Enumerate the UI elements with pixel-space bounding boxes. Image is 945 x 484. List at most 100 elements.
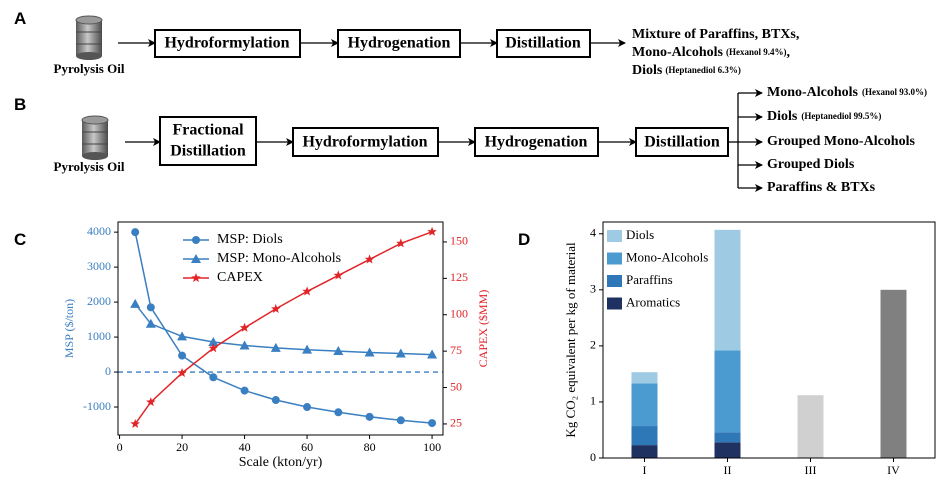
- legend-marker: [191, 273, 201, 282]
- legend-label: MSP: Mono-Alcohols: [217, 251, 341, 266]
- marker: [427, 349, 438, 359]
- bar-segment: [714, 442, 741, 458]
- y-tick-label: 3: [590, 282, 596, 296]
- marker: [396, 416, 405, 425]
- y2-tick-label: 125: [450, 270, 468, 284]
- y-tick-label: 4000: [87, 224, 111, 238]
- marker: [177, 368, 187, 377]
- product: Diols (Heptanediol 99.5%): [767, 109, 881, 124]
- x-tick-label: III: [805, 463, 817, 477]
- step-label: Distillation: [505, 35, 581, 52]
- x-tick-label: 60: [301, 440, 313, 454]
- legend-label: Aromatics: [626, 294, 680, 309]
- bar-segment: [631, 383, 658, 427]
- y2-tick-label: 75: [450, 343, 462, 357]
- step-label: Fractional: [172, 122, 244, 139]
- y-tick-label: -1000: [83, 399, 111, 413]
- step-box: [159, 116, 257, 166]
- marker: [146, 397, 156, 407]
- y2-axis-label: CAPEX ($MM): [476, 290, 490, 368]
- legend-swatch: [607, 297, 622, 310]
- x-tick-label: 40: [239, 440, 251, 454]
- marker: [364, 347, 375, 357]
- legend-label: MSP: Diols: [217, 232, 283, 247]
- panel-label: B: [14, 95, 26, 114]
- panel-label: C: [14, 230, 26, 249]
- legend-marker: [191, 254, 201, 263]
- marker: [428, 419, 437, 428]
- marker: [395, 348, 406, 358]
- y-tick-label: 4: [590, 226, 596, 240]
- marker: [270, 342, 281, 352]
- bar-segment: [631, 372, 658, 384]
- step-box: [337, 29, 461, 58]
- step-label: Hydroformylation: [164, 35, 289, 52]
- marker: [146, 303, 155, 312]
- y-tick-label: 2000: [87, 294, 111, 308]
- product: Grouped Diols: [767, 157, 855, 172]
- marker: [396, 238, 406, 248]
- step-box: [496, 29, 591, 58]
- bar-segment: [631, 445, 658, 458]
- y2-tick-label: 100: [450, 306, 468, 320]
- x-tick-label: IV: [887, 463, 900, 477]
- y-tick-label: 0: [105, 364, 111, 378]
- marker: [239, 340, 250, 350]
- legend-label: Diols: [626, 227, 654, 242]
- marker: [302, 286, 312, 296]
- barrel-icon: [81, 115, 109, 160]
- marker: [131, 228, 140, 237]
- y2-tick-label: 50: [450, 379, 462, 393]
- marker: [303, 403, 312, 412]
- marker: [208, 343, 219, 353]
- x-tick-label: 20: [176, 440, 188, 454]
- y-tick-label: 1000: [87, 329, 111, 343]
- bar-segment: [880, 289, 907, 458]
- marker: [333, 270, 344, 280]
- product: Paraffins & BTXs: [767, 180, 876, 195]
- y-tick-label: 2: [590, 338, 596, 352]
- step-label: Hydrogenation: [348, 35, 451, 52]
- product: Diols (Heptanediol 6.3%): [632, 63, 741, 78]
- panel-label: D: [518, 230, 530, 249]
- marker: [240, 386, 249, 395]
- source-label: Pyrolysis Oil: [54, 159, 125, 174]
- y-tick-label: 1: [590, 394, 596, 408]
- marker: [427, 226, 437, 236]
- plot-frame: [117, 221, 444, 436]
- x-tick-label: 80: [364, 440, 376, 454]
- marker: [334, 408, 343, 417]
- step-label: Distillation: [170, 143, 246, 160]
- step-label: Hydrogenation: [485, 134, 588, 151]
- legend-swatch: [607, 252, 622, 265]
- legend-label: CAPEX: [217, 270, 263, 285]
- product: Mono-Alcohols (Hexanol 93.0%): [767, 85, 927, 100]
- marker: [302, 344, 313, 354]
- barrel-icon: [75, 15, 103, 60]
- bar-segment: [797, 395, 824, 458]
- x-tick-label: II: [724, 463, 732, 477]
- product: Mono-Alcohols (Hexanol 9.4%),: [632, 45, 790, 60]
- bar-segment: [714, 350, 741, 433]
- marker: [271, 396, 280, 405]
- product: Mixture of Paraffins, BTXs,: [632, 27, 799, 42]
- y2-tick-label: 150: [450, 234, 468, 248]
- marker: [271, 303, 281, 313]
- legend-marker: [192, 236, 200, 244]
- bar-segment: [714, 432, 741, 443]
- marker: [178, 351, 187, 360]
- legend-swatch: [607, 275, 622, 287]
- step-label: Distillation: [644, 134, 720, 151]
- x-tick-label: I: [643, 463, 647, 477]
- marker: [130, 298, 141, 308]
- product: Grouped Mono-Alcohols: [767, 134, 915, 149]
- legend-label: Mono-Alcohols: [626, 249, 708, 264]
- marker: [208, 336, 219, 346]
- source-label: Pyrolysis Oil: [54, 61, 125, 76]
- marker: [365, 412, 374, 421]
- marker: [333, 346, 344, 356]
- marker: [177, 331, 188, 341]
- y-axis-label: MSP ($/ton): [62, 299, 76, 358]
- series-line: [134, 303, 433, 356]
